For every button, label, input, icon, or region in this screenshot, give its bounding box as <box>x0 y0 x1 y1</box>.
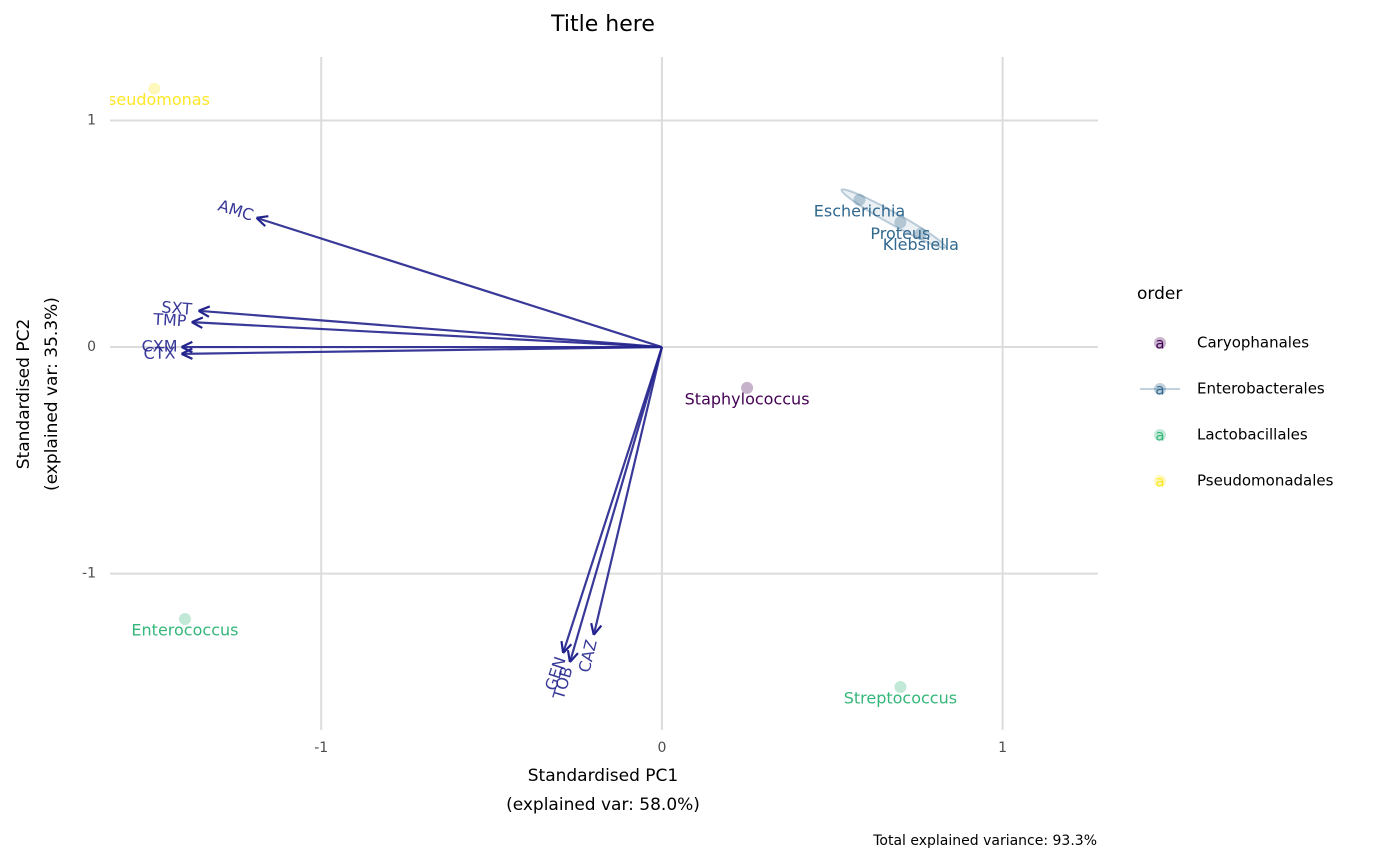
arrow-head <box>255 217 266 227</box>
arrow-head <box>566 650 572 663</box>
legend-key: a <box>1155 473 1164 491</box>
plot-area: Staphylococcus Escherichia ProteusKlebsiel… <box>99 82 959 707</box>
loading-arrow <box>256 216 663 349</box>
point <box>914 227 927 240</box>
confidence-ellipse <box>840 188 947 250</box>
point-label: Streptococcus <box>844 688 957 707</box>
arrow-head <box>191 321 203 329</box>
point <box>178 612 191 625</box>
arrow-head <box>181 352 193 360</box>
x-tick-label: 1 <box>998 740 1007 756</box>
legend-key: a <box>1155 335 1164 353</box>
x-tick-label: -1 <box>314 740 328 756</box>
legend-label: Pseudomonadales <box>1197 472 1334 490</box>
loading-label: CAZ <box>575 638 601 675</box>
point <box>741 381 754 394</box>
point-label: Proteus <box>870 224 930 243</box>
legend-label: Caryophanales <box>1197 334 1309 352</box>
point <box>853 193 866 206</box>
legend-point <box>1154 383 1166 395</box>
loading-label: CTX <box>143 343 175 362</box>
caption: Total explained variance: 93.3% <box>872 833 1097 849</box>
point-label: Enterococcus <box>131 620 238 639</box>
point <box>148 82 161 95</box>
loading-label: TMP <box>152 310 188 331</box>
arrow-head <box>592 624 603 636</box>
point-label: Klebsiella <box>883 235 959 254</box>
x-tick-label: 0 <box>657 740 666 756</box>
legend-point <box>1154 337 1166 349</box>
loading-arrow <box>562 346 663 654</box>
x-axis-title: (explained var: 58.0%) <box>506 795 700 815</box>
y-tick-label: 1 <box>87 112 96 128</box>
arrow-head <box>569 652 579 663</box>
point-label: Escherichia <box>814 201 905 220</box>
arrow-head <box>181 346 193 354</box>
y-tick-label: 0 <box>87 339 96 355</box>
arrow-head <box>562 643 573 654</box>
legend-key: a <box>1155 427 1164 445</box>
arrow-head <box>181 347 193 355</box>
legend-label: Enterobacterales <box>1197 380 1325 398</box>
loading-label: SXT <box>161 297 193 318</box>
chart-title: Title here <box>550 12 655 37</box>
point <box>894 680 907 693</box>
loading-arrow <box>191 321 662 349</box>
legend-key: a <box>1155 381 1164 399</box>
y-tick-label: -1 <box>82 566 96 582</box>
loading-arrow <box>568 346 663 663</box>
arrow-head <box>181 340 193 349</box>
y-axis-title: Standardised PC2 <box>14 319 34 470</box>
legend-title: order <box>1137 284 1182 304</box>
legend-point <box>1154 475 1166 487</box>
loading-arrow <box>592 346 663 636</box>
x-axis-title: Standardised PC1 <box>528 766 679 786</box>
point-label: Pseudomonas <box>99 90 210 109</box>
loading-arrow <box>198 309 663 349</box>
y-axis-title: (explained var: 35.3%) <box>42 297 62 491</box>
arrow-head <box>560 640 565 654</box>
loading-arrow <box>181 345 662 355</box>
arrow-head <box>256 215 269 219</box>
arrow-head <box>191 316 204 324</box>
arrow-head <box>198 309 210 318</box>
arrow-head <box>198 305 211 312</box>
loading-label: CXM <box>142 337 178 356</box>
grid <box>110 57 1098 730</box>
arrow-head <box>590 622 595 636</box>
point-label: Staphylococcus <box>685 389 810 408</box>
point <box>894 216 907 229</box>
loading-label: AMC <box>216 196 256 225</box>
legend-label: Lactobacillales <box>1197 426 1308 444</box>
legend-point <box>1154 429 1166 441</box>
